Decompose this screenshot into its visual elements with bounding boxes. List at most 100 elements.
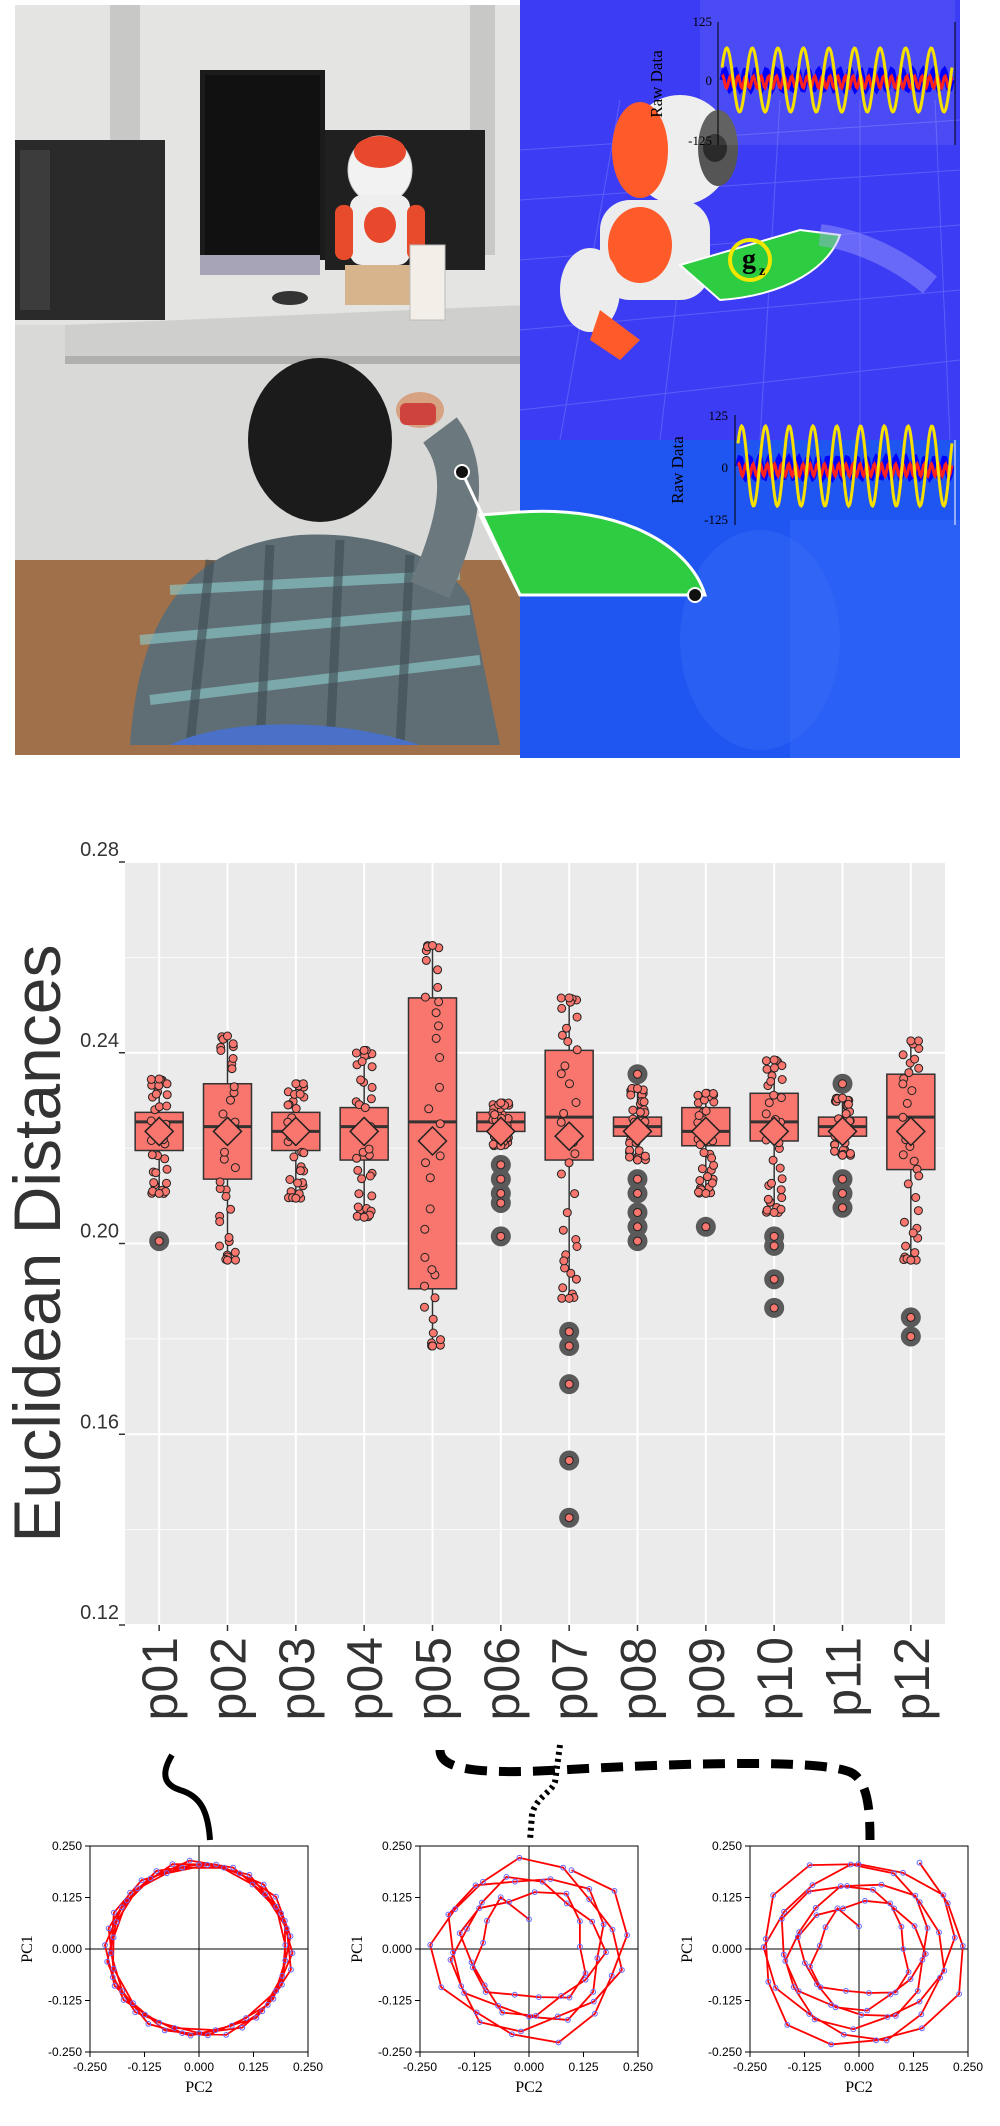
data-point <box>911 1193 921 1202</box>
pca-point <box>253 2014 260 2021</box>
outlier-point-core <box>633 1188 642 1198</box>
data-point <box>558 1225 568 1235</box>
box-p02 <box>202 1031 253 1265</box>
data-point <box>776 1185 786 1195</box>
pca-point <box>582 1976 589 1983</box>
pca-point <box>782 1958 789 1964</box>
pca-point <box>204 1862 211 1868</box>
mean-marker <box>144 1116 175 1147</box>
data-point <box>420 1302 429 1312</box>
data-point <box>285 1175 295 1184</box>
pca-point <box>156 2019 163 2026</box>
data-point <box>230 1163 240 1173</box>
pca-y-tick-label: 0.250 <box>52 1839 82 1853</box>
outlier-point-core <box>838 1188 847 1198</box>
data-point <box>777 1193 787 1203</box>
outlier-point-core <box>496 1188 506 1198</box>
pca-point <box>187 2032 194 2039</box>
pca-point <box>784 2022 791 2028</box>
pca-point <box>817 1984 824 1991</box>
pca-point <box>461 1990 468 1996</box>
pca-point <box>469 1964 476 1971</box>
data-point <box>707 1178 717 1188</box>
pca-y-label: PC1 <box>349 1935 366 1963</box>
data-point <box>283 1100 293 1110</box>
pca-trajectory <box>762 1862 964 2046</box>
pca-point <box>794 1934 801 1941</box>
data-point <box>425 1173 435 1183</box>
data-point <box>572 1012 582 1022</box>
pca-point <box>936 1929 942 1936</box>
data-point <box>776 1093 786 1103</box>
data-point <box>557 1003 567 1013</box>
y-tick-label: 0.28 <box>80 840 119 861</box>
data-point <box>913 1206 923 1216</box>
data-point <box>218 1109 228 1119</box>
data-point <box>903 1179 913 1189</box>
data-point <box>354 1189 364 1199</box>
data-point <box>910 1248 920 1258</box>
data-point <box>901 1241 911 1251</box>
data-point <box>625 1152 634 1162</box>
data-point <box>223 1031 232 1041</box>
pca-point <box>223 2032 230 2038</box>
data-point <box>420 1224 430 1234</box>
pca-point <box>864 2007 870 2014</box>
pca-point <box>533 2012 539 2019</box>
pca-point <box>560 1864 566 1871</box>
data-point <box>914 1171 924 1181</box>
pca-point <box>111 1982 118 1989</box>
pca-point <box>427 1942 434 1948</box>
inset-bottom-tick: 0 <box>722 460 729 475</box>
data-point <box>162 1178 171 1188</box>
pca-point <box>862 1897 868 1904</box>
data-point <box>707 1153 717 1163</box>
data-point <box>228 1054 238 1063</box>
pca-point <box>905 1969 912 1975</box>
data-point <box>628 1105 638 1115</box>
pca-plot-p07: -0.250-0.250 -0.125 -0.125 0.000 0.000 0.125 0… <box>349 1839 653 2096</box>
pca-point <box>511 1991 518 1998</box>
pca-point <box>843 1988 849 1994</box>
data-point <box>769 1208 779 1218</box>
pca-point <box>778 1916 785 1922</box>
data-point <box>160 1154 170 1164</box>
pca-point <box>847 1861 854 1868</box>
box-p07 <box>544 993 594 1528</box>
box-p04 <box>339 1045 389 1222</box>
box-p10 <box>749 1055 799 1318</box>
data-point <box>763 1194 773 1204</box>
y-tick-label: 0.24 <box>80 1030 119 1052</box>
box-plot: 0.12 0.16 0.20 0.24 0.28 Euclidean Distances… <box>0 840 945 1720</box>
pca-point <box>589 1918 596 1925</box>
pca-point <box>479 1899 485 1906</box>
pca-y-tick-label: 0.000 <box>52 1942 82 1956</box>
outlier-point-core <box>496 1231 506 1241</box>
pca-point <box>806 2011 813 2017</box>
data-point <box>420 1252 430 1262</box>
pca-point <box>476 2019 483 2026</box>
pca-point <box>590 1998 597 2005</box>
pca-point <box>956 1991 962 1997</box>
data-point <box>428 1328 438 1338</box>
pca-point <box>900 1869 906 1876</box>
outlier-point-core <box>838 1203 847 1213</box>
inset-bottom-ylabel: Raw Data <box>668 436 687 504</box>
pca-point <box>464 1926 470 1932</box>
pca-point <box>565 2017 571 2023</box>
data-point <box>215 1177 225 1187</box>
pca-point <box>171 2025 178 2031</box>
data-point <box>431 1008 441 1018</box>
outlier-point-core <box>496 1174 506 1184</box>
data-point <box>564 993 574 1003</box>
x-tick-label: p01 <box>132 1637 188 1720</box>
data-point <box>701 1106 711 1116</box>
pca-point <box>907 1976 914 1983</box>
pca-point <box>940 1892 947 1898</box>
pca-point <box>812 1905 819 1911</box>
data-point <box>695 1176 705 1185</box>
pca-point <box>619 1967 625 1973</box>
pca-point <box>236 1870 243 1877</box>
data-point <box>357 1057 367 1066</box>
